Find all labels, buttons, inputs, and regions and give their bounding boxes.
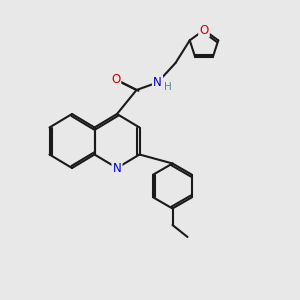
Text: N: N <box>112 161 122 175</box>
Text: O: O <box>111 73 120 86</box>
Text: N: N <box>153 76 162 89</box>
Text: H: H <box>164 82 172 92</box>
Text: O: O <box>200 23 208 37</box>
